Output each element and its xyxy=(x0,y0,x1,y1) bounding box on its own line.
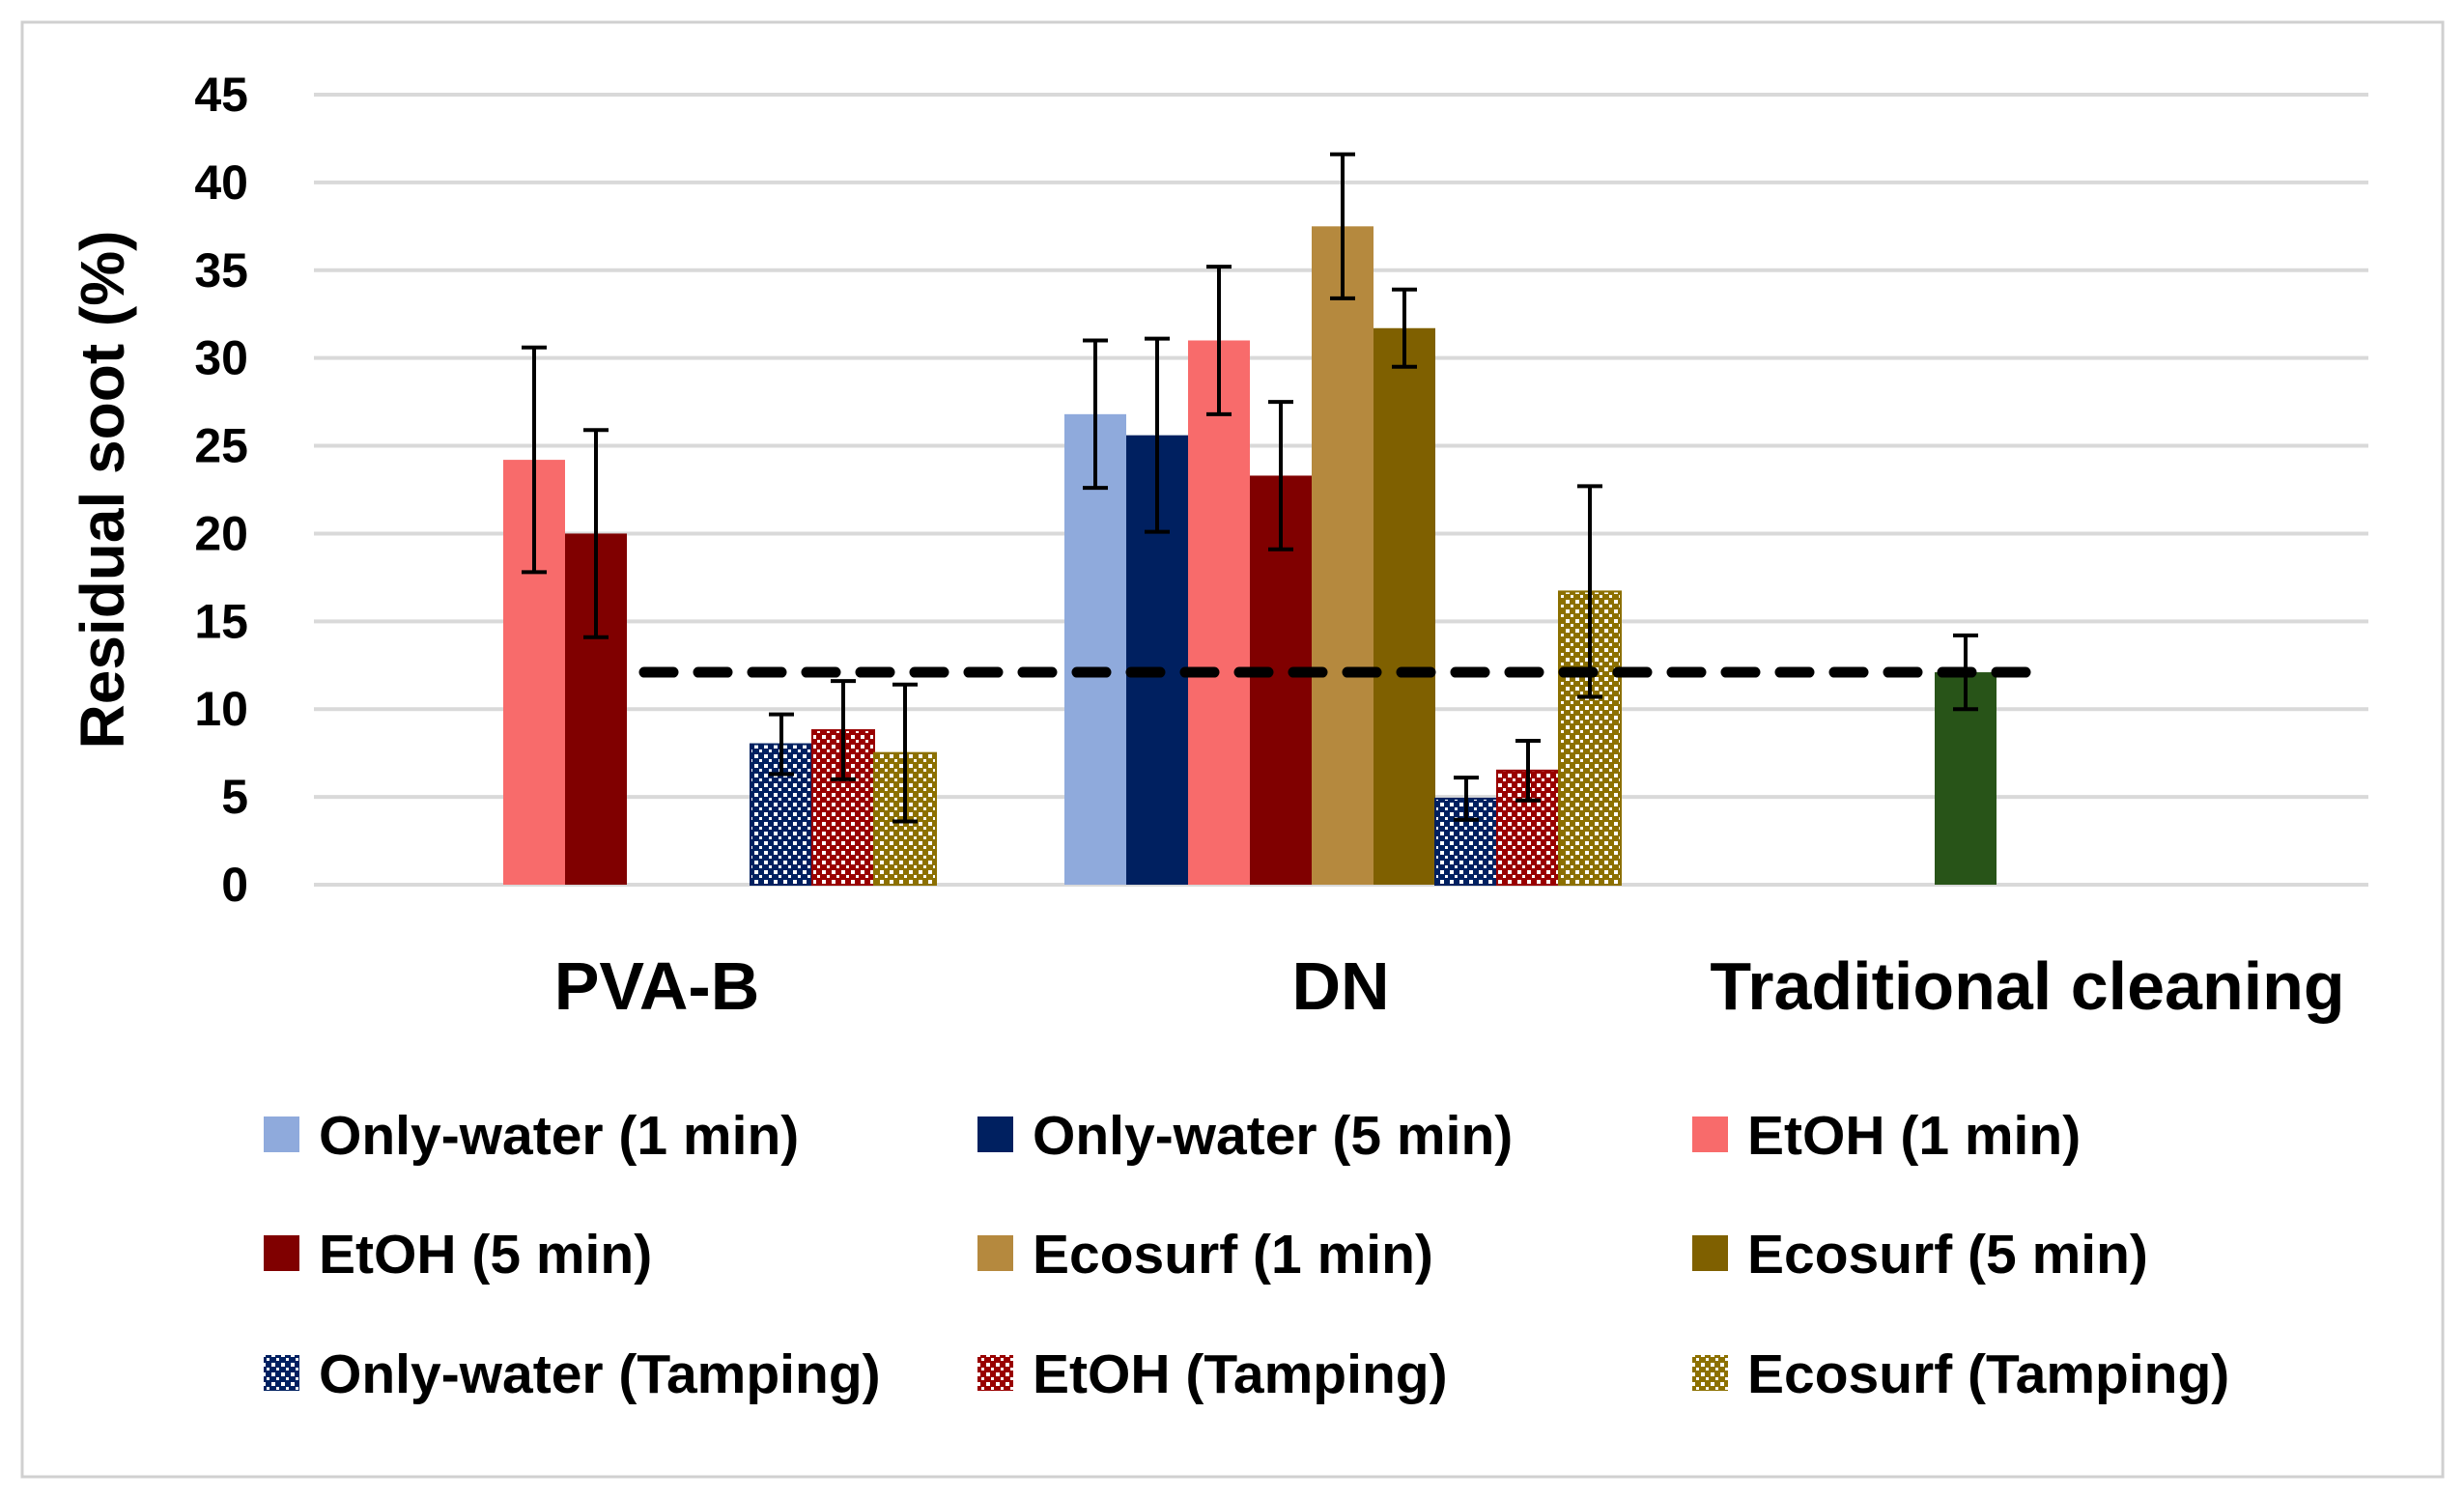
x-category-label: Traditional cleaning xyxy=(1710,948,2344,1024)
legend-swatch xyxy=(264,1116,299,1152)
bar xyxy=(1064,413,1126,885)
legend-label: Ecosurf (Tamping) xyxy=(1747,1343,2229,1405)
legend-swatch xyxy=(977,1116,1013,1152)
legend-label: Only-water (1 min) xyxy=(319,1105,799,1167)
x-category-label: DN xyxy=(1291,948,1389,1024)
legend-swatch xyxy=(977,1235,1013,1271)
y-tick-label: 5 xyxy=(221,770,248,824)
y-axis-title: Residual soot (%) xyxy=(68,231,137,749)
legend-swatch xyxy=(1692,1235,1728,1271)
bar xyxy=(1188,340,1250,885)
legend-swatch xyxy=(1692,1355,1728,1391)
y-tick-label: 35 xyxy=(194,243,248,297)
bar xyxy=(1434,797,1498,887)
y-tick-label: 30 xyxy=(194,331,248,385)
legend-label: EtOH (5 min) xyxy=(319,1224,652,1286)
legend-item: EtOH (5 min) xyxy=(264,1224,652,1286)
legend-swatch xyxy=(264,1355,299,1391)
y-tick-label: 0 xyxy=(221,858,248,912)
y-tick-label: 45 xyxy=(194,68,248,122)
legend-swatch xyxy=(264,1235,299,1271)
legend-item: Only-water (5 min) xyxy=(977,1105,1513,1167)
y-tick-label: 10 xyxy=(194,682,248,736)
legend-item: Ecosurf (1 min) xyxy=(977,1224,1433,1286)
y-tick-label: 25 xyxy=(194,419,248,473)
y-tick-label: 15 xyxy=(194,594,248,648)
legend-label: EtOH (Tamping) xyxy=(1033,1343,1448,1405)
bar xyxy=(1312,226,1374,886)
legend-item: Ecosurf (Tamping) xyxy=(1692,1343,2229,1405)
legend-item: Ecosurf (5 min) xyxy=(1692,1224,2148,1286)
x-category-label: PVA-B xyxy=(554,948,760,1024)
legend-item: Only-water (1 min) xyxy=(264,1105,799,1167)
bar xyxy=(1374,327,1435,886)
legend-item: EtOH (Tamping) xyxy=(977,1343,1448,1405)
legend-swatch xyxy=(977,1355,1013,1391)
legend-label: Ecosurf (5 min) xyxy=(1747,1224,2148,1286)
y-tick-label: 40 xyxy=(194,155,248,210)
chart-border xyxy=(20,20,2445,1479)
y-tick-label: 20 xyxy=(194,506,248,560)
legend-label: Only-water (Tamping) xyxy=(319,1343,881,1405)
legend-swatch xyxy=(1692,1116,1728,1152)
legend-label: EtOH (1 min) xyxy=(1747,1105,2081,1167)
legend-item: Only-water (Tamping) xyxy=(264,1343,881,1405)
legend-label: Only-water (5 min) xyxy=(1033,1105,1513,1167)
legend-item: EtOH (1 min) xyxy=(1692,1105,2081,1167)
legend-label: Ecosurf (1 min) xyxy=(1033,1224,1433,1286)
